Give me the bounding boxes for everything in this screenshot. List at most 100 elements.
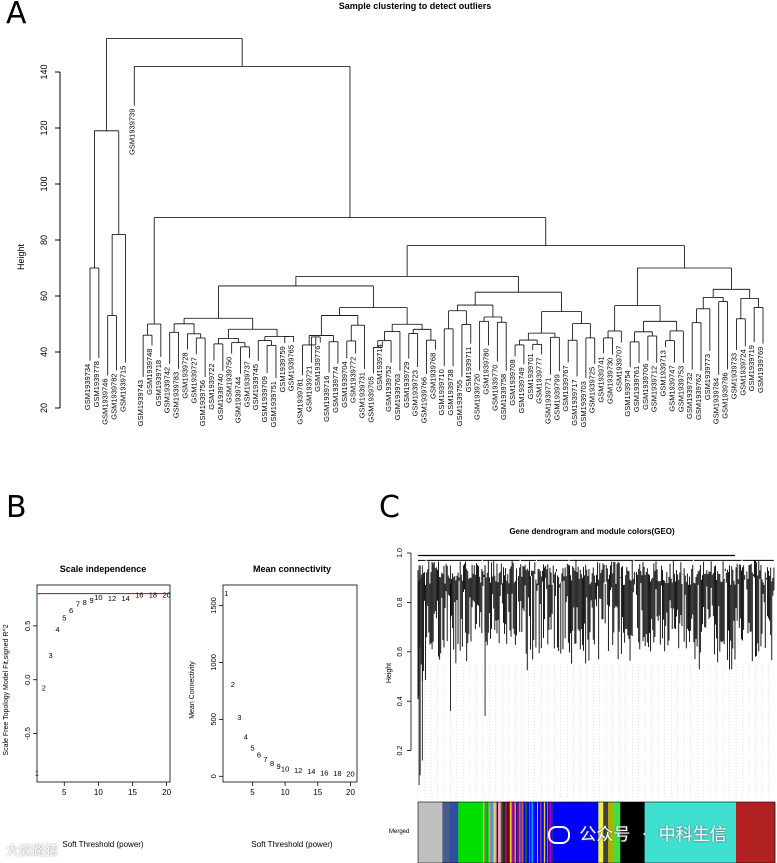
- leaf-label: GSM1939771: [543, 378, 552, 424]
- module-color-block: [500, 802, 513, 863]
- leaf-label: GSM1939742: [163, 367, 172, 413]
- mean-connectivity-chart: Mean connectivity Soft Threshold (power)…: [189, 564, 358, 849]
- leaf-label: GSM1939772: [349, 357, 358, 403]
- module-stripe: [516, 802, 517, 863]
- module-color-block: [644, 802, 737, 863]
- sample-dendrogram: [89, 38, 764, 379]
- leaf-label: GSM1939763: [393, 374, 402, 420]
- panel-letter-a: A: [6, 0, 27, 31]
- x-tick-label: 10: [94, 788, 103, 797]
- leaf-label: GSM1939767: [561, 365, 570, 411]
- leaf-label: GSM1939773: [703, 354, 712, 400]
- color-bar-frame: [417, 801, 776, 863]
- x-tick-label: 15: [128, 788, 137, 797]
- module-stripe: [510, 802, 512, 863]
- leaf-label: GSM1939710: [437, 369, 446, 415]
- color-bar-label: Merged: [389, 829, 409, 835]
- sample-clustering-chart: Sample clustering to detect outliers Hei…: [16, 1, 765, 427]
- leaf-label: GSM1939755: [455, 380, 464, 426]
- chart-title-c: Gene dendrogram and module colors(GEO): [509, 527, 675, 536]
- leaf-label: GSM1939758: [499, 374, 508, 420]
- y-tick-label: 0: [209, 774, 218, 778]
- data-point: 5: [62, 613, 66, 622]
- leaf-label: GSM1939770: [490, 365, 499, 411]
- x-tick-label: 20: [162, 788, 171, 797]
- data-point: 2: [231, 680, 235, 689]
- y-axis-a: 20 40 60 80 100 120 140: [39, 64, 61, 413]
- module-color-block: [612, 802, 621, 863]
- data-point: 8: [83, 598, 87, 607]
- leaf-label: GSM1939701: [526, 353, 535, 399]
- x-tick-label: 5: [62, 788, 67, 797]
- watermark-left-text: 大奴路猿: [6, 844, 59, 859]
- module-stripe: [482, 802, 484, 863]
- leaf-label: GSM1939782: [110, 373, 119, 419]
- data-point: 16: [135, 591, 143, 600]
- leaf-label: GSM1939756: [198, 380, 207, 426]
- data-point: 18: [149, 591, 157, 600]
- scale-independence-chart: Scale independence Soft Threshold (power…: [3, 564, 172, 849]
- leaf-label: GSM1939704: [340, 361, 349, 407]
- leaf-label: GSM1939768: [428, 353, 437, 399]
- gene-dendrogram-chart: Gene dendrogram and module colors(GEO) H…: [386, 527, 776, 863]
- module-color-block: [608, 802, 614, 863]
- leaf-label: GSM1939745: [251, 364, 260, 410]
- watermark-prefix: 公众号: [579, 825, 631, 845]
- module-color-block: [418, 802, 443, 863]
- module-stripe: [493, 802, 495, 863]
- y-tick-label: 1500: [209, 597, 218, 614]
- leaf-label: GSM1939774: [331, 367, 340, 413]
- data-point: 10: [281, 764, 289, 773]
- watermark-right: 公众号 · 中科生信: [548, 820, 727, 845]
- leaf-label: GSM1939727: [189, 357, 198, 403]
- x-tick-label: 5: [250, 788, 255, 797]
- leaf-label: GSM1939724: [738, 349, 747, 395]
- module-stripe: [513, 802, 515, 863]
- leaf-label: GSM1939714: [375, 344, 384, 390]
- leaf-label: GSM1939783: [172, 372, 181, 418]
- leaf-label: GSM1939776: [313, 346, 322, 392]
- data-point: 20: [346, 769, 354, 778]
- leaf-label: GSM1939713: [659, 350, 668, 396]
- module-stripe: [544, 802, 546, 863]
- module-stripe: [525, 802, 527, 863]
- module-stripe: [514, 802, 516, 863]
- leaf-label: GSM1939721: [304, 366, 313, 412]
- module-color-block: [458, 802, 489, 863]
- module-stripe: [483, 802, 485, 863]
- module-stripe: [526, 802, 528, 863]
- x-axis-label-b2: Soft Threshold (power): [251, 840, 333, 849]
- data-point: 7: [263, 755, 267, 764]
- module-stripe: [544, 802, 545, 863]
- module-stripe: [490, 802, 492, 863]
- watermark-name: 中科生信: [658, 825, 727, 845]
- data-point: 12: [108, 594, 116, 603]
- leaf-label: GSM1939719: [747, 345, 756, 391]
- panel-letter-c: C: [379, 490, 400, 525]
- data-point: 20: [162, 591, 170, 600]
- leaf-label: GSM1939786: [721, 372, 730, 418]
- y-tick-label-a: 80: [39, 235, 49, 245]
- y-tick-label-c: 1.0: [397, 548, 404, 558]
- y-axis-c: 0.2 0.4 0.6 0.8 1.0: [397, 548, 412, 755]
- leaf-label: GSM1939749: [517, 367, 526, 413]
- data-point: 6: [69, 606, 73, 615]
- leaf-label: GSM1939707: [614, 346, 623, 392]
- data-point: 3: [237, 713, 241, 722]
- y-tick-label-c: 0.4: [397, 696, 404, 706]
- leaf-label: GSM1939717: [570, 379, 579, 425]
- data-point: 14: [121, 594, 129, 603]
- leaf-label: GSM1939766: [420, 377, 429, 423]
- module-color-block: [603, 802, 609, 863]
- module-stripe: [523, 802, 525, 863]
- module-stripe: [532, 802, 533, 863]
- leaf-label: GSM1939729: [402, 362, 411, 408]
- y-axis-label-b2: Mean Connectivity: [189, 661, 196, 719]
- leaf-label: GSM1939751: [269, 381, 278, 427]
- y-axis-label-b1: Scale Free Topology Model Fit,signed R^2: [3, 624, 10, 755]
- data-point: 10: [94, 593, 102, 602]
- leaf-label: GSM1939708: [508, 359, 517, 405]
- y-tick-label-a: 100: [39, 176, 49, 191]
